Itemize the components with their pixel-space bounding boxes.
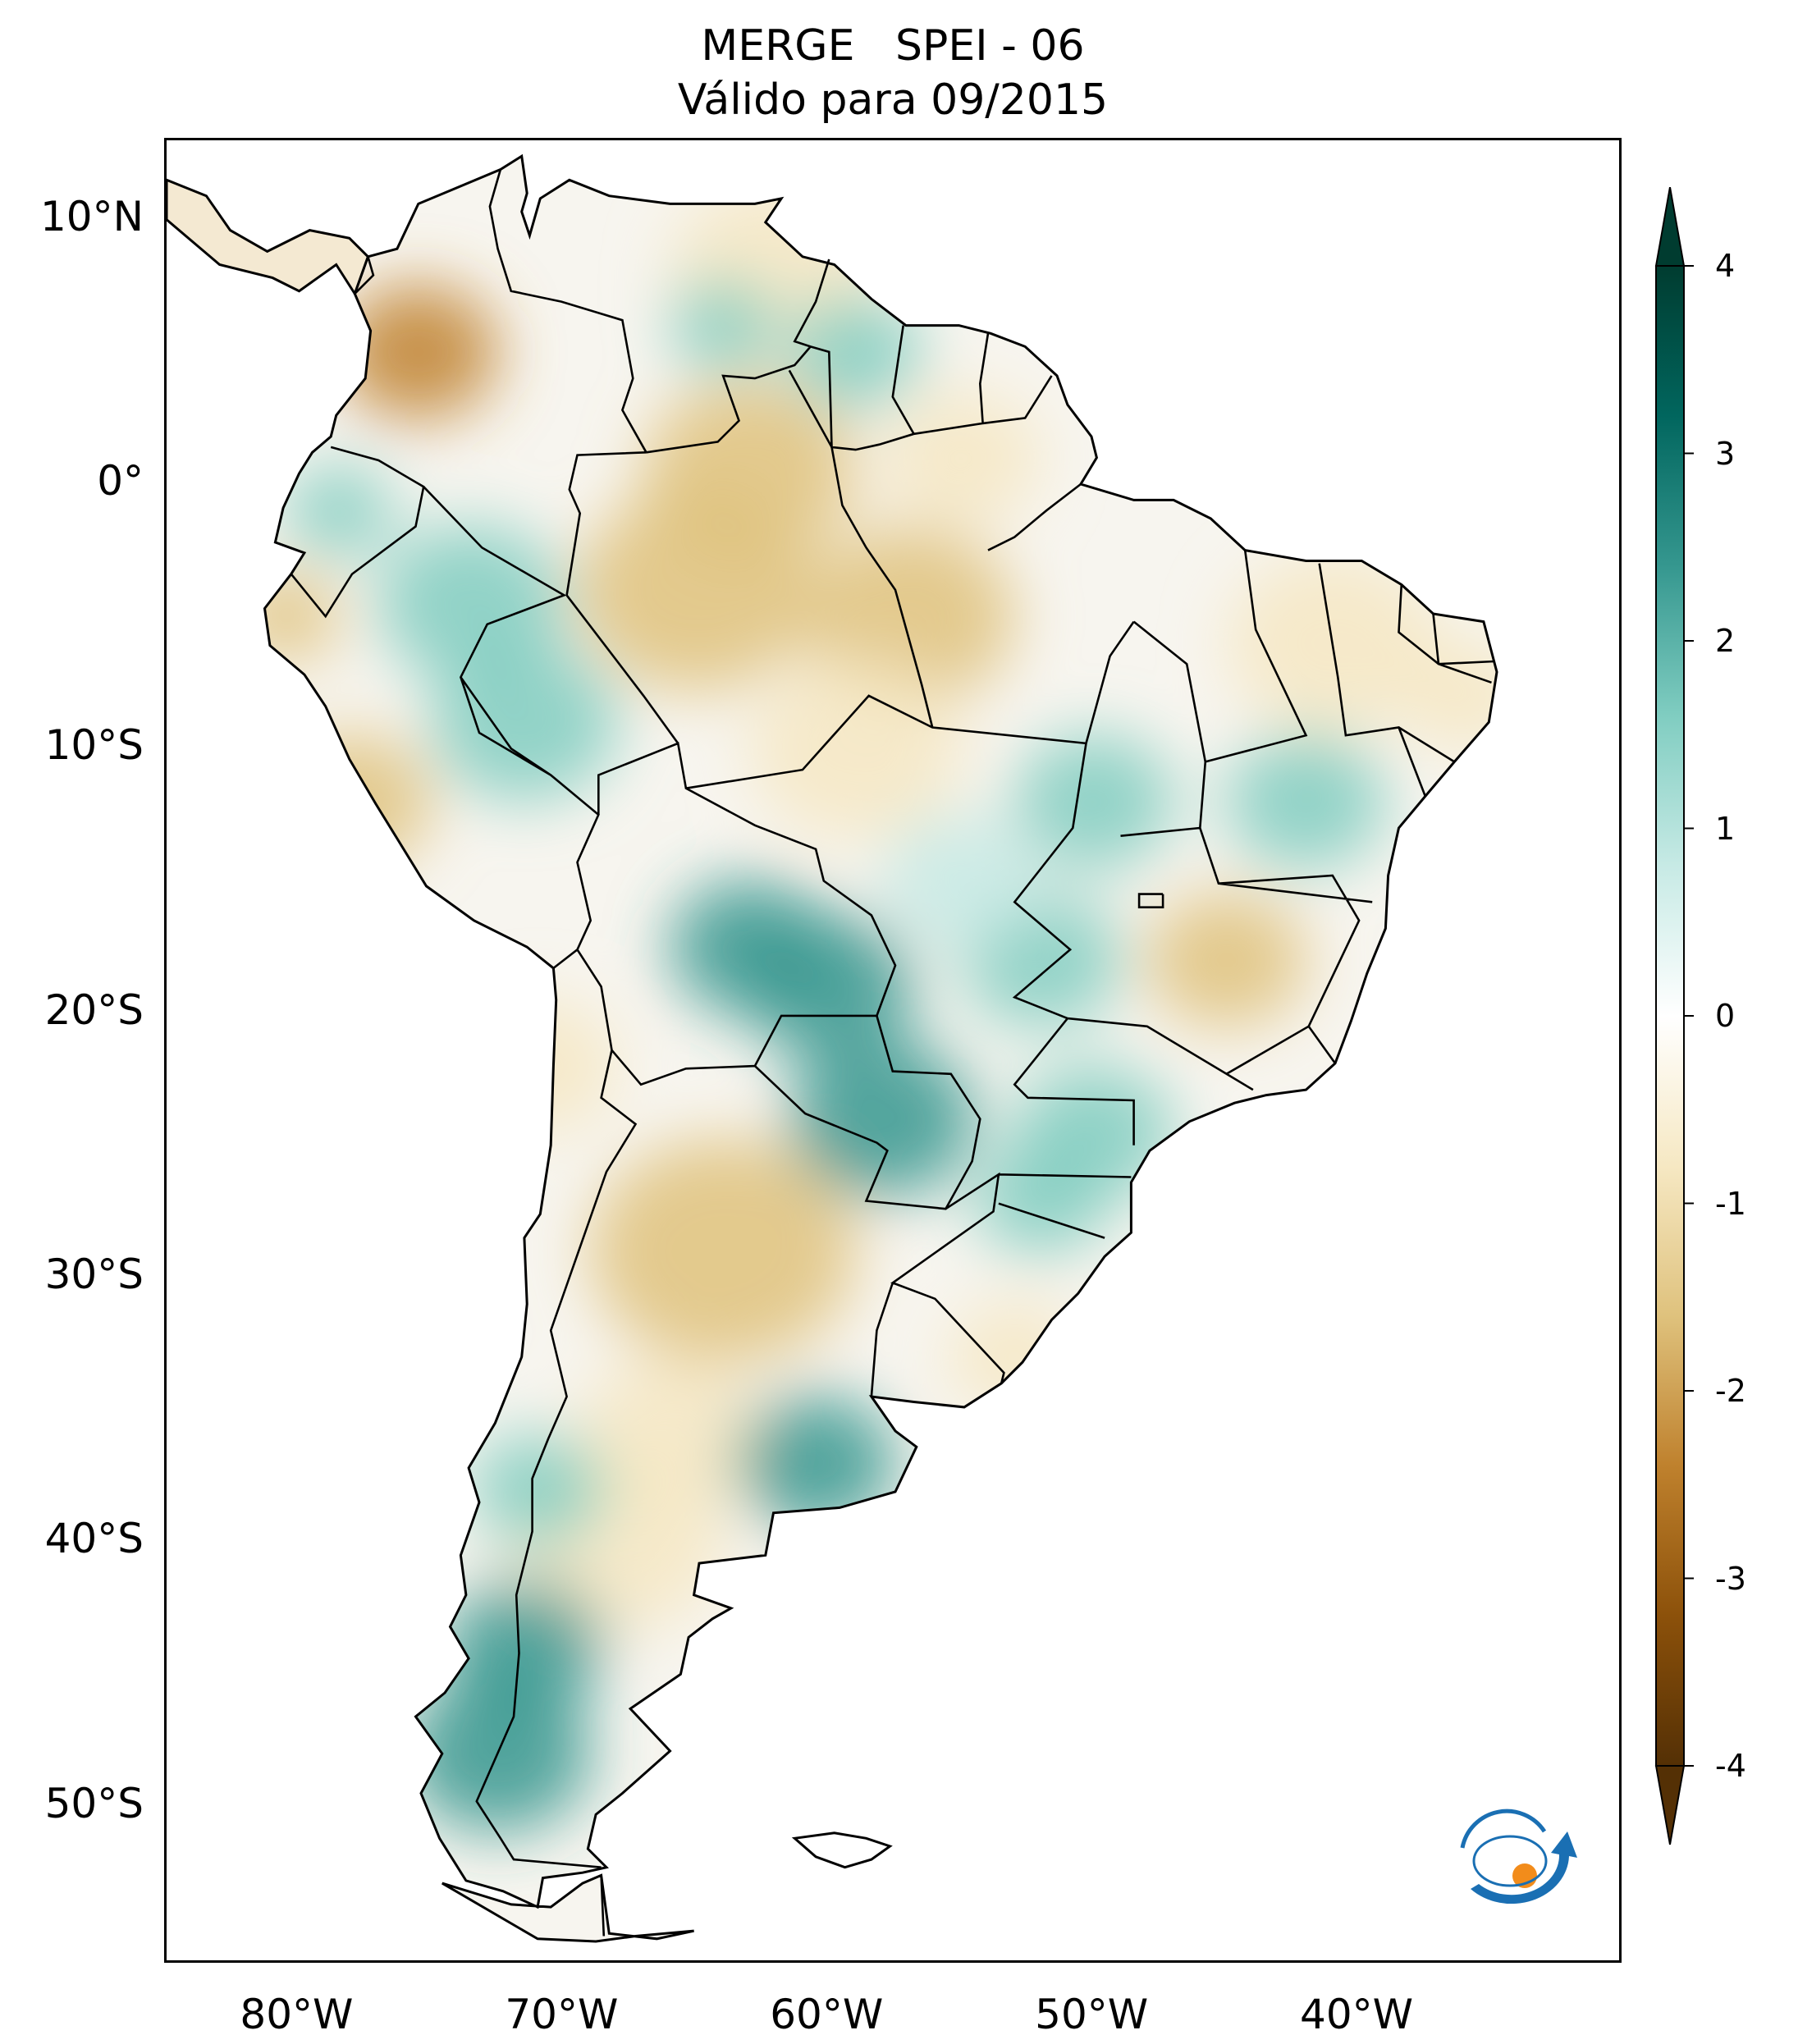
- coastline: [263, 153, 1498, 1943]
- lon-label-3: 50°W: [1035, 1991, 1149, 2038]
- lat-label-6: 50°S: [44, 1779, 144, 1827]
- anomaly-patch-19: [431, 643, 617, 802]
- lat-label-1: 0°: [97, 457, 144, 505]
- lon-label-2: 60°W: [770, 1991, 884, 2038]
- lon-label-0: 80°W: [240, 1991, 354, 2038]
- anomaly-patch-16: [749, 658, 962, 839]
- colorbar-label-6: -2: [1715, 1373, 1746, 1409]
- anomaly-patch-13: [264, 571, 339, 662]
- anomaly-patch-5: [881, 390, 1041, 526]
- lat-label-2: 10°S: [44, 721, 144, 770]
- anomaly-patch-15: [948, 1301, 1082, 1414]
- colorbar-extend-top: [1654, 187, 1686, 267]
- anomaly-patch-21: [670, 879, 830, 1015]
- anomaly-patch-9: [590, 1138, 856, 1364]
- map-title: MERGE SPEI - 06: [701, 21, 1085, 71]
- colorbar-label-8: -4: [1715, 1748, 1746, 1784]
- colorbar-label-3: 1: [1715, 810, 1736, 847]
- inpe-logo: [1460, 1809, 1577, 1905]
- anomaly-patch-33: [974, 1141, 1108, 1255]
- anomaly-patch-30: [471, 1433, 604, 1546]
- logo-orbit: [1472, 1835, 1548, 1887]
- colorbar-label-4: 0: [1715, 998, 1736, 1034]
- colorbar-label-0: 4: [1715, 248, 1736, 284]
- spei-map: [167, 153, 1498, 1943]
- anomaly-patch-27: [736, 1395, 895, 1530]
- country-borders: [290, 169, 1494, 1937]
- logo-arc: [1471, 1831, 1577, 1905]
- falkland-islands: [791, 1831, 893, 1869]
- colorbar-extend-bottom: [1654, 1765, 1686, 1845]
- anomaly-patch-14: [458, 998, 617, 1134]
- lat-label-5: 40°S: [44, 1515, 144, 1563]
- colorbar-label-2: 2: [1715, 623, 1736, 659]
- anomaly-patch-2: [577, 488, 817, 692]
- anomaly-patch-17: [378, 524, 565, 683]
- anomaly-patch-25: [1014, 734, 1174, 870]
- colorbar-label-7: -3: [1715, 1560, 1746, 1597]
- anomaly-patch-7: [1398, 639, 1497, 752]
- lon-label-4: 40°W: [1300, 1991, 1414, 2038]
- colorbar: [1654, 187, 1694, 1845]
- anomaly-patch-18: [286, 465, 392, 556]
- lat-label-0: 10°N: [39, 192, 144, 240]
- anomaly-patch-8: [1146, 892, 1306, 1028]
- anomaly-patch-0: [338, 284, 498, 420]
- map-subtitle: Válido para 09/2015: [677, 75, 1109, 125]
- lat-label-3: 20°S: [44, 985, 144, 1034]
- colorbar-label-1: 3: [1715, 435, 1736, 472]
- anomaly-patch-31: [670, 280, 776, 371]
- lat-label-4: 30°S: [44, 1250, 144, 1298]
- central-america: [167, 178, 370, 297]
- lon-label-1: 70°W: [505, 1991, 619, 2038]
- anomaly-patch-34: [881, 813, 1041, 949]
- colorbar-gradient: [1655, 265, 1685, 1767]
- map-panel: [164, 138, 1622, 1963]
- anomaly-patch-26: [1226, 734, 1386, 870]
- colorbar-label-5: -1: [1715, 1185, 1746, 1222]
- logo-ring: [1460, 1809, 1547, 1849]
- anomaly-patch-32: [789, 295, 922, 409]
- anomaly-patch-22: [789, 1040, 975, 1198]
- anomaly-patch-12: [272, 734, 432, 870]
